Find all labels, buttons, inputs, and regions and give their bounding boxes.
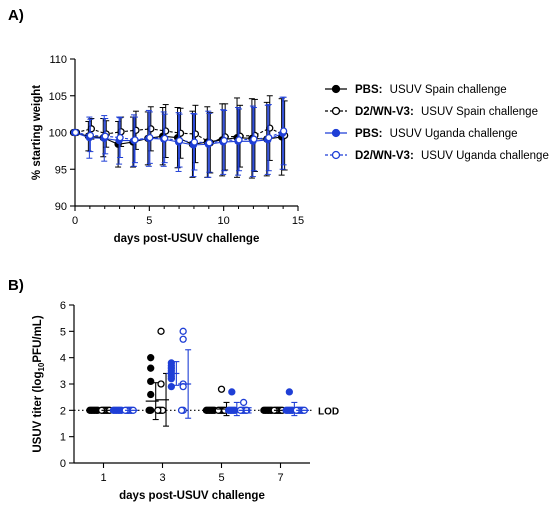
legend-marker [331,150,341,160]
data-point [279,127,288,135]
x-tick-label: 10 [218,215,230,227]
group-day1-series2 [109,406,127,414]
data-point [167,382,176,391]
data-point [250,135,258,143]
data-point [147,354,155,362]
series-line [75,130,284,144]
legend-entry: PBS: USUV Spain challenge [355,84,507,96]
legend-name: USUV Spain challenge [386,84,506,96]
data-point [179,327,187,335]
y-tick-label: 105 [49,91,67,103]
group-day7-series0 [260,406,277,414]
data-point [167,375,176,383]
data-point [177,406,186,414]
data-point [190,138,199,146]
data-point [224,406,233,414]
group-day5-series1 [214,385,230,417]
data-point [265,133,273,142]
weight-chart: 90 95 100 105 110 0 5 10 15 days post-USUV challe… [31,54,304,245]
data-point [228,388,236,396]
data-point [285,388,294,396]
x-tick-label: 3 [159,472,165,484]
x-axis-label: days post-USUV challenge [119,490,265,502]
y-axis-label-sub: 10 [37,362,46,371]
y-tick-label: 100 [49,128,67,140]
data-point [217,385,226,393]
x-tick-label: 1 [100,472,106,484]
legend-prefix: PBS: [355,128,382,140]
y-tick-label: 5 [60,326,66,338]
x-tick-label: 15 [292,215,304,227]
legend-marker [331,106,341,116]
y-tick-label: 110 [49,54,67,66]
data-point [157,327,165,335]
data-point [145,406,153,414]
legend-name: USUV Uganda challenge [418,150,549,162]
y-tick-label: 3 [60,379,66,391]
x-tick-label: 5 [146,215,152,227]
x-tick-label: 7 [277,472,283,484]
y-axis-label: USUV titer (log10PFU/mL) [32,315,46,452]
data-point [146,133,154,142]
group-day3-series0 [145,354,159,421]
group-day5-series2 [224,388,240,417]
legend-entry: D2/WN-V3: USUV Uganda challenge [355,150,549,162]
legend-prefix: D2/WN-V3: [355,150,414,162]
data-point [214,406,222,414]
y-tick-label: 4 [60,353,66,365]
data-point [179,335,187,343]
y-tick-label: 1 [60,432,66,444]
y-axis-label-main: USUV titer (log [32,372,44,453]
legend-marker [331,128,341,138]
data-point [282,406,290,414]
data-point [175,136,184,145]
data-point [147,390,155,399]
data-point [239,398,248,407]
legend-prefix: PBS: [355,84,382,96]
data-point [147,364,155,372]
legend-entry: D2/WN-V3: USUV Spain challenge [355,106,538,118]
legend-entry: PBS: USUV Uganda challenge [355,128,518,140]
group-day3-series3 [177,327,192,419]
data-point [86,131,95,140]
legend-name: USUV Uganda challenge [386,128,517,140]
panel-label-b: B) [8,277,24,294]
data-point [235,136,243,144]
data-point [71,128,80,137]
data-point [154,406,162,414]
group-day7-series3 [292,406,310,414]
x-tick-label: 5 [218,472,224,484]
y-tick-label: 90 [55,201,67,213]
data-point [220,136,228,145]
lod-label: LOD [318,406,339,417]
group-day5-series3 [236,398,252,414]
series-3 [71,96,288,173]
y-tick-label: 0 [60,458,66,470]
data-point [157,380,165,388]
data-point [116,133,124,142]
legend-prefix: D2/WN-V3: [355,106,414,118]
data-point [147,377,155,386]
data-point [101,132,109,140]
data-point [205,139,213,147]
group-day3-series2 [166,359,180,391]
legend-name: USUV Spain challenge [418,106,538,118]
legend-marker [331,84,341,94]
data-point [131,136,139,144]
group-day3-series1 [154,327,170,427]
panel-label-a: A) [8,7,24,24]
data-point [161,134,169,143]
y-tick-label: 6 [60,300,66,312]
titer-chart: 0 1 2 3 4 5 6 1 3 5 7 days post-USUV challenge USUV … [32,300,339,502]
y-tick-label: 2 [60,405,66,417]
y-axis-label-suffix: PFU/mL) [32,315,44,362]
group-day1-series3 [121,406,139,414]
y-tick-label: 95 [55,164,67,176]
y-axis-label: % starting weight [31,85,43,180]
x-tick-label: 0 [72,215,78,227]
x-axis-label: days post-USUV challenge [114,233,260,245]
